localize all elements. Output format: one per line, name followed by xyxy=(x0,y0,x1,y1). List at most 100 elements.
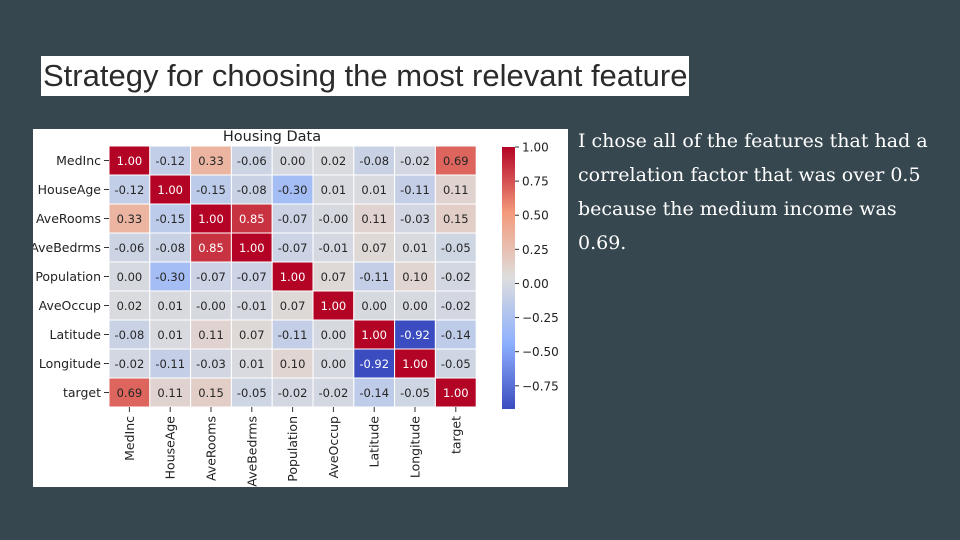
chart-title: Housing Data xyxy=(223,129,321,145)
heatmap-cell xyxy=(312,261,355,292)
heatmap-cell xyxy=(353,174,396,205)
slide-title: Strategy for choosing the most relevant … xyxy=(41,56,690,96)
cell-value-label: 0.00 xyxy=(361,299,387,313)
cell-value-label: -0.11 xyxy=(400,183,430,197)
heatmap-cell xyxy=(190,377,232,408)
heatmap-cell xyxy=(190,348,232,379)
cell-value-label: -0.14 xyxy=(441,328,471,342)
heatmap-cell xyxy=(108,377,151,408)
x-tick-label: AveBedrms xyxy=(244,416,259,487)
cell-value-label: 1.00 xyxy=(198,212,224,226)
heatmap-cell xyxy=(434,261,477,292)
heatmap-cell xyxy=(312,377,355,408)
y-tick-label: HouseAge xyxy=(38,182,102,197)
cell-value-label: 0.01 xyxy=(157,328,183,342)
y-tick-label: Longitude xyxy=(39,356,101,371)
cell-value-label: 0.02 xyxy=(321,154,347,168)
cell-value-label: 0.10 xyxy=(402,270,428,284)
cell-value-label: 0.00 xyxy=(321,328,347,342)
heatmap-cell xyxy=(108,290,151,321)
cell-value-label: 1.00 xyxy=(443,386,469,400)
cell-value-label: 1.00 xyxy=(321,299,347,313)
cell-value-label: 0.01 xyxy=(157,299,183,313)
cell-value-label: -0.05 xyxy=(400,386,430,400)
cell-value-label: 0.11 xyxy=(361,212,387,226)
heatmap-cell xyxy=(230,232,273,263)
heatmap-cell xyxy=(434,232,477,263)
cell-value-label: -0.07 xyxy=(237,270,267,284)
cell-value-label: -0.30 xyxy=(278,183,308,197)
cell-value-label: -0.08 xyxy=(155,241,185,255)
y-tick-label: AveOccup xyxy=(39,298,101,313)
heatmap-cell xyxy=(149,319,192,350)
cell-value-label: 0.00 xyxy=(280,154,306,168)
cell-value-label: 0.07 xyxy=(321,270,347,284)
cell-value-label: -0.02 xyxy=(441,270,471,284)
heatmap-cell xyxy=(271,174,314,205)
cell-value-label: -0.07 xyxy=(278,212,308,226)
colorbar-tick-label: 0.75 xyxy=(522,175,549,189)
cell-value-label: 1.00 xyxy=(239,241,265,255)
heatmap-cell xyxy=(394,290,436,321)
cell-value-label: -0.92 xyxy=(400,328,430,342)
cell-value-label: -0.03 xyxy=(400,212,430,226)
cell-value-label: -0.12 xyxy=(115,183,145,197)
heatmap-cell xyxy=(353,377,396,408)
cell-value-label: -0.14 xyxy=(359,386,389,400)
heatmap-cell xyxy=(230,290,273,321)
cell-value-label: 0.69 xyxy=(117,386,143,400)
cell-value-label: 0.33 xyxy=(117,212,143,226)
x-tick-label: Latitude xyxy=(367,416,382,468)
colorbar-tick-label: 1.00 xyxy=(522,141,549,155)
cell-value-label: -0.11 xyxy=(278,328,308,342)
cell-value-label: -0.01 xyxy=(237,299,267,313)
x-tick-label: target xyxy=(448,416,463,454)
cell-value-label: 0.00 xyxy=(402,299,428,313)
cell-value-label: -0.11 xyxy=(359,270,389,284)
cell-value-label: 0.07 xyxy=(239,328,265,342)
cell-value-label: -0.02 xyxy=(400,154,430,168)
slide-body-text: I chose all of the features that had a c… xyxy=(578,130,928,254)
y-tick-label: AveBedrms xyxy=(33,240,101,255)
cell-value-label: -0.08 xyxy=(115,328,145,342)
cell-value-label: -0.15 xyxy=(196,183,226,197)
heatmap-cell xyxy=(190,174,232,205)
cell-value-label: -0.92 xyxy=(359,357,389,371)
heatmap-cell xyxy=(190,203,232,234)
x-tick-label: Longitude xyxy=(408,416,423,478)
y-tick-label: target xyxy=(63,385,101,400)
heatmap-cell xyxy=(108,319,151,350)
y-tick-label: AveRooms xyxy=(36,211,101,226)
heatmap-cell xyxy=(434,377,477,408)
cell-value-label: -0.02 xyxy=(319,386,349,400)
cell-value-label: -0.07 xyxy=(196,270,226,284)
cell-value-label: 0.07 xyxy=(280,299,306,313)
heatmap-cell xyxy=(271,348,314,379)
heatmap-cell xyxy=(190,290,232,321)
heatmap-cell xyxy=(353,319,396,350)
correlation-heatmap: Housing Data 1.00 -0.12 0.33 -0.06 0.00 0.02-… xyxy=(33,129,559,487)
x-tick-label: MedInc xyxy=(122,416,137,461)
heatmap-cell xyxy=(394,174,436,205)
colorbar xyxy=(502,147,515,409)
cell-value-label: 0.01 xyxy=(239,357,265,371)
colorbar-tick-label: −0.50 xyxy=(522,345,559,359)
cell-value-label: 0.11 xyxy=(198,328,224,342)
y-tick-label: MedInc xyxy=(56,153,101,168)
cell-value-label: -0.03 xyxy=(196,357,226,371)
cell-value-label: -0.02 xyxy=(115,357,145,371)
heatmap-cell xyxy=(149,232,192,263)
heatmap-cell xyxy=(394,145,436,176)
cell-value-label: -0.02 xyxy=(441,299,471,313)
cell-value-label: -0.15 xyxy=(155,212,185,226)
heatmap-cell xyxy=(434,174,477,205)
cell-value-label: 0.11 xyxy=(157,386,183,400)
cell-value-label: 0.15 xyxy=(198,386,224,400)
heatmap-cell xyxy=(434,348,477,379)
cell-value-label: -0.05 xyxy=(441,241,471,255)
heatmap-cell xyxy=(149,203,192,234)
cell-value-label: -0.00 xyxy=(319,212,349,226)
heatmap-cell xyxy=(271,203,314,234)
heatmap-panel: Housing Data 1.00 -0.12 0.33 -0.06 0.00 0.02-… xyxy=(33,129,568,487)
cell-value-label: -0.02 xyxy=(278,386,308,400)
